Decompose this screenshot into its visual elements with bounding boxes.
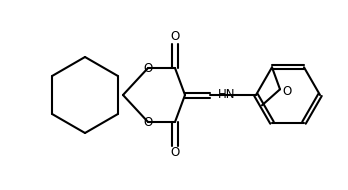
Text: O: O — [171, 31, 180, 44]
Text: HN: HN — [218, 89, 236, 101]
Text: O: O — [282, 85, 292, 98]
Text: O: O — [171, 146, 180, 159]
Text: O: O — [143, 62, 153, 74]
Text: O: O — [143, 116, 153, 128]
